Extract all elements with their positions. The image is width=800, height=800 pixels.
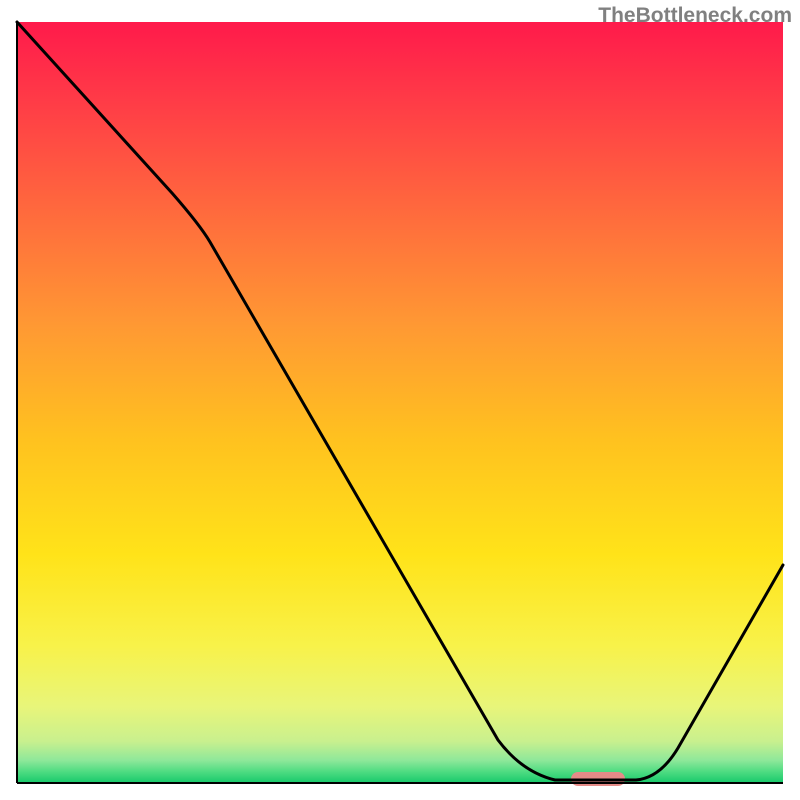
bottleneck-chart: TheBottleneck.com [0,0,800,800]
chart-svg [0,0,800,800]
gradient-background [17,22,783,783]
